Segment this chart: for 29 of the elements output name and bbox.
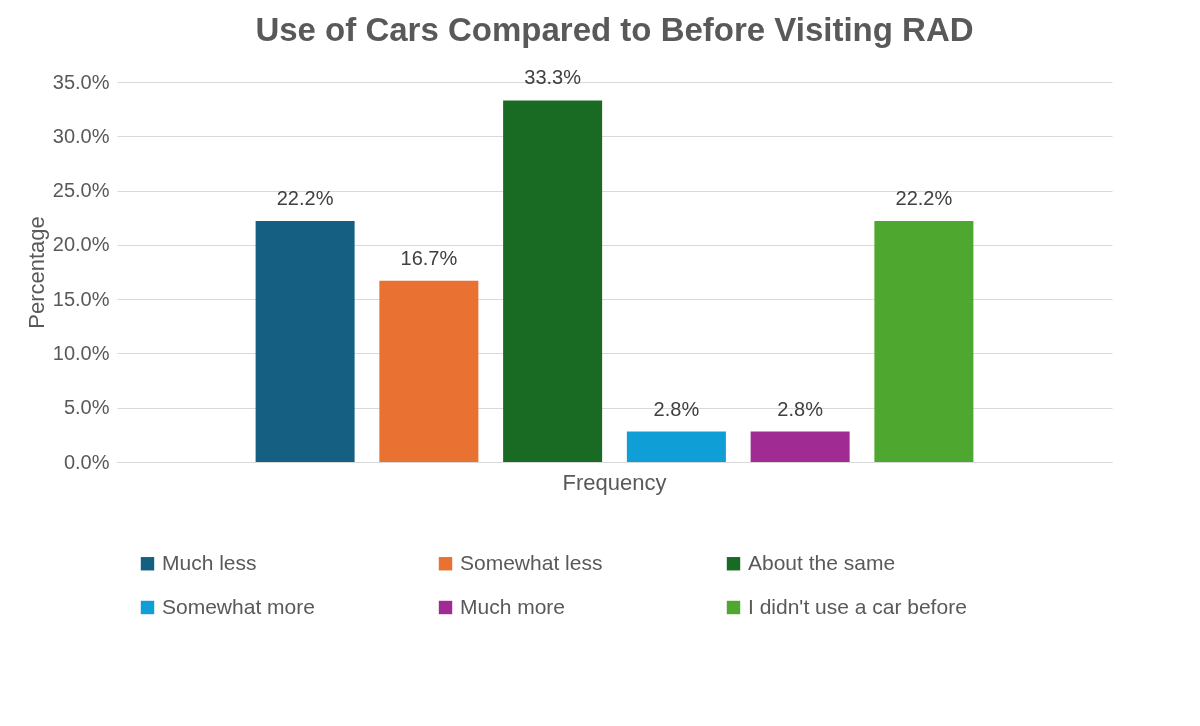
data-label: 22.2%	[895, 186, 953, 209]
legend-label: Much less	[162, 550, 257, 574]
legend-label: I didn't use a car before	[748, 594, 967, 618]
data-label: 2.8%	[653, 397, 700, 420]
y-tick-label: 35.0%	[52, 70, 110, 93]
legend-label: Somewhat less	[460, 550, 603, 574]
data-label: 16.7%	[400, 246, 458, 269]
y-axis-title: Percentage	[23, 216, 49, 329]
y-tick-label: 15.0%	[52, 287, 110, 310]
y-tick-label: 25.0%	[52, 179, 110, 202]
bar	[379, 280, 479, 462]
y-tick-label: 10.0%	[52, 341, 110, 364]
legend-label: Somewhat more	[162, 594, 315, 618]
x-tick-label: Frequency	[562, 469, 667, 495]
bar	[626, 431, 726, 462]
data-label: 33.3%	[524, 66, 582, 89]
data-label: 22.2%	[276, 186, 334, 209]
bar	[503, 100, 603, 462]
bar	[750, 431, 850, 462]
bar	[255, 220, 355, 462]
legend-label: Much more	[460, 594, 566, 618]
legend-label: About the same	[748, 550, 896, 574]
chart-title: Use of Cars Compared to Before Visiting RAD	[255, 11, 974, 49]
y-tick-label: 20.0%	[52, 233, 110, 256]
bar	[874, 220, 974, 462]
y-tick-label: 0.0%	[63, 450, 110, 473]
y-tick-label: 5.0%	[63, 396, 110, 419]
y-tick-label: 30.0%	[52, 124, 110, 147]
data-label: 2.8%	[777, 397, 824, 420]
